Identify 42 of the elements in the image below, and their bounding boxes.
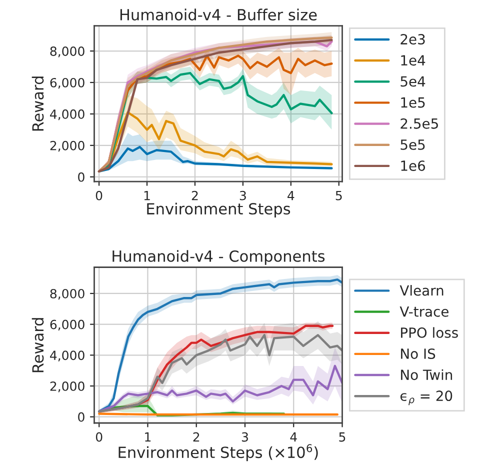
x-tick-label: 4	[288, 191, 294, 200]
y-tick-label: 0	[78, 412, 84, 422]
y-tick-label: 6,000	[50, 78, 84, 89]
y-tick-label: 4,000	[50, 109, 84, 120]
x-tick-label: 3	[242, 432, 248, 442]
y-tick-label: 6,000	[50, 320, 84, 331]
legend-label: 1e5	[401, 97, 425, 108]
x-tick-label: 1	[145, 432, 151, 442]
x-tick-label: 0	[96, 432, 102, 442]
x-tick-label: 4	[290, 432, 297, 442]
legend-label: 5e4	[400, 76, 426, 87]
y-tick-label: 8,000	[50, 46, 84, 58]
legend-label: 1e6	[401, 160, 426, 171]
x-axis-title: Environment Steps (×10$^{6}$)	[118, 444, 318, 462]
x-tick-label: 5	[336, 191, 342, 200]
chart-title: Humanoid-v4 - Components	[112, 250, 325, 265]
legend-label: PPO loss	[401, 327, 458, 338]
y-tick-label: 2,000	[50, 140, 84, 152]
x-tick-label: 1	[144, 191, 150, 200]
legend-label: 2.5e5	[400, 118, 438, 129]
x-tick-label: 2	[192, 190, 198, 200]
legend-label: 1e4	[401, 55, 426, 66]
x-tick-label: 5	[339, 432, 346, 442]
legend-label: No Twin	[401, 369, 452, 380]
chart-title: Humanoid-v4 - Buffer size	[120, 8, 317, 21]
y-axis-title: Reward	[32, 76, 44, 131]
y-tick-label: 0	[78, 172, 84, 182]
x-tick-label: 3	[240, 190, 246, 200]
x-tick-label: 2	[193, 432, 200, 442]
legend-label: ϵ$_{ρ}$ = 20	[400, 390, 452, 406]
line-series	[98, 364, 342, 413]
legend-label: V-trace	[400, 306, 448, 317]
y-tick-label: 2,000	[50, 381, 84, 392]
y-axis-title: Reward	[32, 318, 44, 372]
legend-label: Vlearn	[400, 284, 444, 296]
legend-label: 5e5	[400, 140, 425, 150]
x-tick-label: 0	[96, 190, 102, 200]
legend-label: 2e3	[400, 34, 425, 45]
legend-label: No IS	[401, 348, 436, 359]
y-tick-label: 8,000	[50, 288, 84, 300]
y-tick-label: 4,000	[50, 350, 84, 362]
x-axis-title: Environment Steps	[147, 202, 290, 218]
